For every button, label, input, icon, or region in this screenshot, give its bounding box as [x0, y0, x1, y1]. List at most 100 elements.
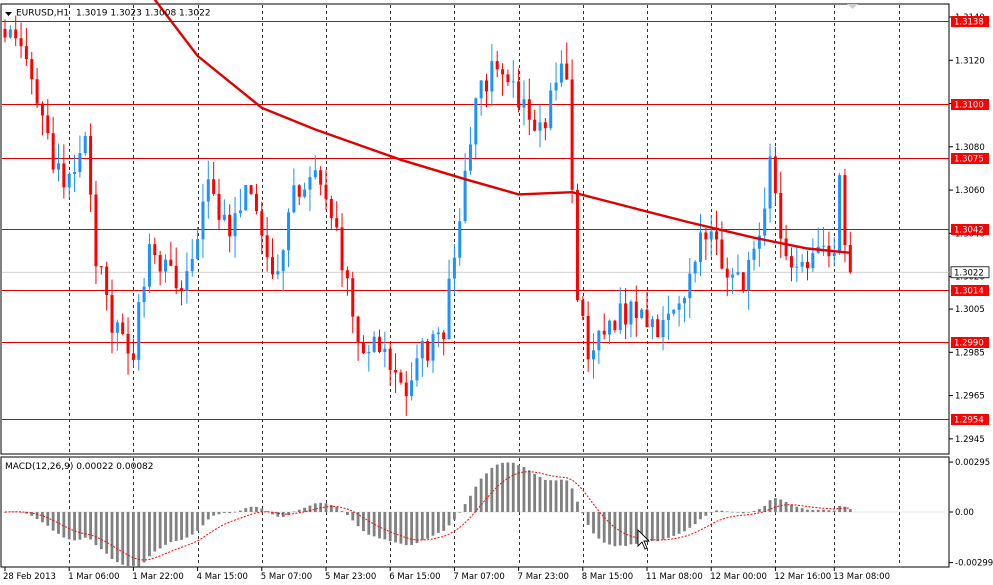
candle-body — [517, 81, 521, 108]
macd-bar — [806, 509, 809, 512]
candle-body — [24, 46, 28, 60]
macd-bar — [752, 510, 756, 512]
candle-body — [169, 259, 173, 266]
candle-body — [640, 309, 644, 318]
macd-bar — [501, 462, 504, 512]
candle-body — [811, 252, 815, 269]
y-tick-label: 1.3060 — [955, 186, 985, 196]
candle-body — [190, 258, 194, 272]
candle-body — [340, 227, 344, 271]
macd-bar — [388, 512, 392, 542]
candle-body — [618, 303, 622, 331]
macd-bar — [790, 504, 793, 512]
macd-bar — [378, 512, 381, 539]
macd-bar — [517, 465, 520, 512]
candle-body — [319, 170, 323, 185]
macd-bar — [720, 510, 724, 512]
macd-bar — [174, 512, 178, 541]
macd-bar — [543, 479, 547, 512]
candle-body — [351, 278, 355, 317]
macd-bar — [560, 479, 563, 512]
macd-bar — [634, 512, 638, 544]
y-tick-label: 1.2985 — [955, 348, 985, 358]
candle-body — [677, 303, 681, 310]
macd-bar — [185, 512, 189, 538]
candle-body — [249, 185, 253, 194]
candle-body — [699, 232, 702, 262]
level-price-text: 1.3014 — [954, 287, 984, 297]
macd-bar — [827, 510, 831, 512]
candle-body — [602, 330, 606, 335]
macd-bar — [410, 512, 413, 545]
candle-body — [784, 238, 788, 257]
candle-body — [672, 309, 676, 314]
candle-body — [303, 189, 307, 197]
macd-bar — [132, 512, 135, 567]
candle-body — [763, 208, 767, 236]
candle-body — [768, 156, 772, 209]
macd-bar — [822, 509, 825, 512]
y-tick-label: 1.2945 — [955, 435, 985, 445]
candle-body — [201, 201, 205, 240]
macd-bar — [383, 512, 387, 540]
candle-body — [378, 336, 381, 353]
candle-body — [693, 261, 697, 274]
macd-bar — [121, 512, 125, 565]
candle-body — [795, 266, 799, 268]
macd-bar — [399, 512, 403, 544]
level-price-box — [951, 414, 989, 425]
x-tick-label: 1 Mar 22:00 — [132, 572, 183, 582]
macd-bar — [586, 512, 590, 525]
candle-body — [511, 81, 515, 83]
macd-bar — [372, 512, 376, 537]
candle-body — [527, 99, 531, 120]
macd-bar — [260, 508, 264, 512]
candle-body — [650, 319, 654, 328]
candle-body — [131, 353, 135, 360]
shift-triangle-icon[interactable] — [847, 4, 858, 9]
macd-bar — [784, 501, 788, 512]
triangle-down-icon[interactable] — [5, 12, 12, 16]
macd-bar — [206, 512, 210, 520]
candle-body — [838, 175, 842, 254]
candle-body — [495, 61, 499, 70]
candle-body — [276, 271, 280, 275]
macd-bar — [838, 505, 841, 512]
macd-bar — [73, 512, 76, 541]
candle-body — [447, 278, 451, 339]
x-tick-label: 5 Mar 07:00 — [261, 572, 312, 582]
macd-bar — [688, 512, 692, 528]
macd-bar — [255, 506, 258, 512]
candle-body — [629, 301, 633, 325]
moving-average-line — [153, 0, 851, 254]
x-tick-label: 28 Feb 2013 — [3, 572, 56, 582]
candle-body — [773, 156, 777, 193]
candle-body — [586, 315, 590, 360]
x-tick-label: 4 Mar 15:00 — [197, 572, 248, 582]
macd-bar — [158, 512, 162, 549]
y-tick-label: 1.3005 — [955, 305, 985, 315]
macd-bar — [709, 512, 713, 513]
candle-body — [345, 270, 349, 279]
macd-bar — [190, 512, 194, 535]
candle-body — [806, 261, 809, 269]
macd-bar — [105, 512, 109, 554]
candle-body — [40, 103, 44, 116]
macd-tick-label: 0.00295 — [955, 458, 990, 468]
candle-body — [19, 38, 23, 47]
macd-bar — [212, 512, 216, 516]
level-price-text: 1.2990 — [954, 339, 984, 349]
level-price-text: 1.3100 — [954, 101, 984, 111]
candle-body — [468, 144, 472, 171]
candle-body — [463, 170, 467, 222]
macd-bar — [46, 512, 50, 526]
candle-body — [800, 261, 804, 267]
candle-body — [506, 74, 510, 83]
macd-bar — [624, 512, 627, 546]
macd-bar — [394, 512, 397, 543]
x-tick-label: 7 Mar 23:00 — [518, 572, 569, 582]
macd-bar — [763, 505, 767, 512]
candle-body — [281, 250, 285, 272]
candle-body — [14, 29, 18, 39]
